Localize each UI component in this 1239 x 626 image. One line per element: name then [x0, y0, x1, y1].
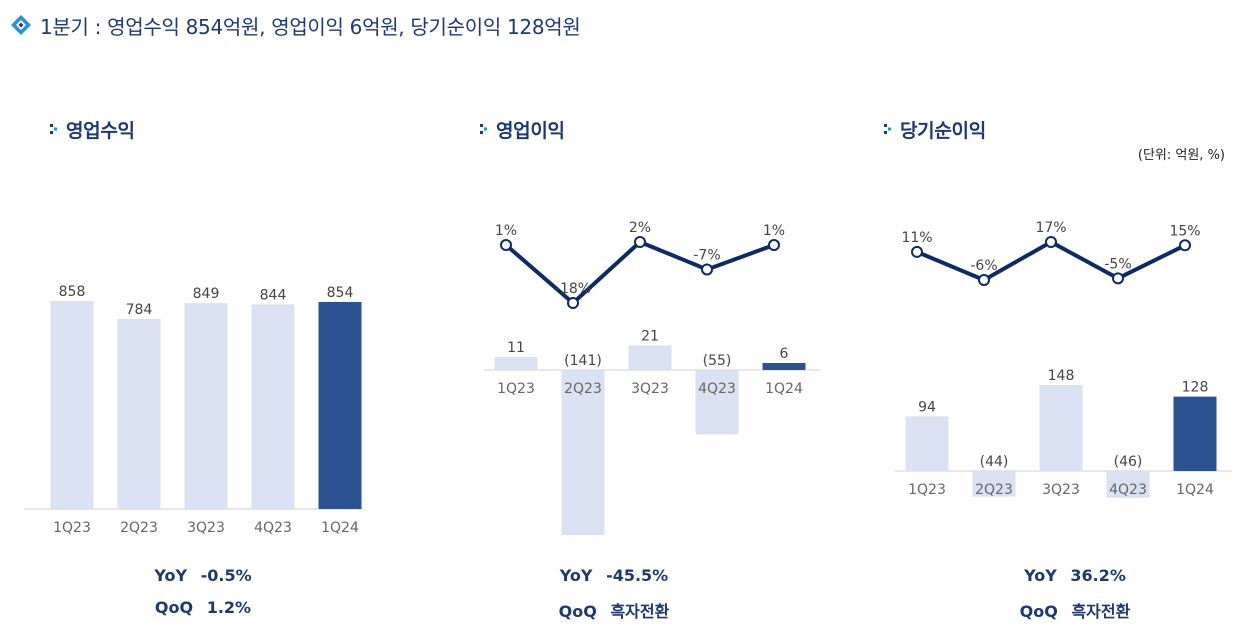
- net-income-category-label-4Q23: 4Q23: [1109, 482, 1147, 498]
- net-income-margin-label-1Q23: 11%: [901, 230, 932, 246]
- operating-profit-bar-3Q23: [628, 345, 672, 370]
- revenue-bar-1Q24: [318, 301, 362, 509]
- revenue-category-label-4Q23: 4Q23: [254, 520, 292, 536]
- net-income-value-label-3Q23: 148: [1048, 368, 1075, 384]
- revenue-category-label-1Q24: 1Q24: [321, 520, 359, 536]
- unit-label: (단위: 억원, %): [1137, 148, 1225, 163]
- operating-profit-section-title: 영업이익: [478, 116, 565, 142]
- operating-profit-margin-line: [504, 240, 775, 305]
- chevron-bullet-icon: [884, 124, 891, 134]
- operating-profit-title: 영업이익: [496, 119, 565, 142]
- revenue-qoq-value: 1.2%: [206, 598, 252, 617]
- operating-profit-qoq-value: 흑자전환: [610, 602, 670, 621]
- operating-profit-margin-point-1Q24: [768, 239, 780, 252]
- net-income-category-label-3Q23: 3Q23: [1042, 482, 1080, 498]
- revenue-qoq-label: QoQ: [154, 598, 194, 617]
- revenue-category-label-2Q23: 2Q23: [120, 520, 158, 536]
- operating-profit-margin-point-4Q23: [701, 263, 713, 276]
- chevron-bullet-icon: [480, 124, 487, 134]
- net-income-yoy: YoY 36.2%: [975, 566, 1175, 585]
- revenue-bar-2Q23: [117, 318, 161, 509]
- net-income-margin-point-1Q24: [1179, 239, 1191, 252]
- revenue-yoy-value: -0.5%: [200, 566, 252, 585]
- net-income-bar-1Q24: [1173, 396, 1217, 471]
- revenue-category-label-1Q23: 1Q23: [53, 520, 91, 536]
- operating-profit-value-label-1Q23: 11: [507, 340, 525, 356]
- net-income-section-title: 당기순이익: [882, 116, 986, 142]
- operating-profit-value-label-2Q23: (141): [564, 353, 602, 369]
- diamond-bullet-icon: [11, 15, 31, 35]
- operating-profit-bar-1Q23: [494, 357, 538, 370]
- net-income-margin-label-3Q23: 17%: [1035, 220, 1066, 236]
- operating-profit-qoq: QoQ 흑자전환: [514, 598, 714, 622]
- operating-profit-value-label-4Q23: (55): [703, 353, 732, 369]
- revenue-bar-3Q23: [184, 303, 228, 509]
- revenue-bar-4Q23: [251, 304, 295, 509]
- net-income-qoq: QoQ 흑자전환: [975, 598, 1175, 622]
- net-income-bar-1Q23: [905, 416, 949, 471]
- page-header: 1분기 : 영업수익 854억원, 영업이익 6억원, 당기순이익 128억원: [10, 10, 581, 40]
- net-income-value-label-1Q23: 94: [918, 399, 936, 415]
- net-income-margin-point-1Q23: [911, 245, 923, 258]
- revenue-category-label-3Q23: 3Q23: [187, 520, 225, 536]
- net-income-margin-label-1Q24: 15%: [1169, 223, 1200, 239]
- net-income-value-label-2Q23: (44): [980, 454, 1009, 470]
- net-income-yoy-value: 36.2%: [1070, 566, 1126, 585]
- operating-profit-margin-point-3Q23: [634, 236, 646, 248]
- operating-profit-margin-label-1Q23: 1%: [495, 223, 517, 239]
- operating-profit-qoq-label: QoQ: [558, 602, 597, 621]
- revenue-value-label-3Q23: 849: [193, 286, 220, 302]
- operating-profit-category-label-4Q23: 4Q23: [698, 381, 736, 397]
- net-income-title: 당기순이익: [900, 119, 986, 142]
- revenue-section-title: 영업수익: [48, 116, 135, 142]
- net-income-qoq-value: 흑자전환: [1071, 602, 1131, 621]
- net-income-category-label-1Q23: 1Q23: [908, 482, 946, 498]
- revenue-yoy-label: YoY: [154, 566, 188, 585]
- net-income-category-label-2Q23: 2Q23: [975, 482, 1013, 498]
- operating-profit-yoy-label: YoY: [559, 566, 593, 585]
- net-income-bar-2Q23: [972, 471, 1016, 497]
- operating-profit-bar-2Q23: [561, 370, 605, 535]
- chevron-bullet-icon: [50, 124, 57, 134]
- revenue-title: 영업수익: [66, 119, 135, 142]
- net-income-category-label-1Q24: 1Q24: [1176, 482, 1214, 498]
- operating-profit-category-label-2Q23: 2Q23: [564, 381, 602, 397]
- net-income-margin-label-4Q23: -5%: [1104, 256, 1131, 272]
- page-title: 1분기 : 영업수익 854억원, 영업이익 6억원, 당기순이익 128억원: [40, 14, 581, 39]
- revenue-value-label-1Q23: 858: [59, 284, 86, 300]
- net-income-value-label-1Q24: 128: [1182, 380, 1209, 396]
- revenue-yoy: YoY -0.5%: [103, 566, 303, 585]
- operating-profit-yoy-value: -45.5%: [606, 566, 669, 585]
- net-income-yoy-label: YoY: [1024, 566, 1057, 585]
- net-income-bar-4Q23: [1106, 471, 1150, 498]
- operating-profit-category-label-3Q23: 3Q23: [631, 381, 669, 397]
- net-income-margin-label-2Q23: -6%: [970, 258, 997, 274]
- net-income-margin-point-2Q23: [978, 274, 990, 286]
- operating-profit-yoy: YoY -45.5%: [514, 566, 714, 585]
- revenue-bar-1Q23: [50, 301, 94, 509]
- revenue-value-label-4Q23: 844: [260, 287, 287, 303]
- operating-profit-bar-1Q24: [762, 362, 806, 370]
- net-income-bar-3Q23: [1039, 385, 1083, 471]
- operating-profit-margin-point-2Q23: [567, 297, 579, 309]
- operating-profit-margin-label-4Q23: -7%: [693, 247, 720, 263]
- operating-profit-bar-4Q23: [695, 370, 739, 435]
- operating-profit-category-label-1Q24: 1Q24: [765, 381, 803, 397]
- revenue-value-label-2Q23: 784: [126, 302, 153, 318]
- operating-profit-category-label-1Q23: 1Q23: [497, 381, 535, 397]
- revenue-value-label-1Q24: 854: [327, 285, 354, 301]
- operating-profit-margin-label-3Q23: 2%: [629, 220, 651, 236]
- operating-profit-margin-label-2Q23: -18%: [555, 281, 591, 297]
- net-income-margin-point-4Q23: [1112, 272, 1124, 285]
- operating-profit-margin-point-1Q23: [500, 239, 512, 252]
- operating-profit-margin-label-1Q24: 1%: [763, 223, 785, 239]
- net-income-qoq-label: QoQ: [1019, 602, 1058, 621]
- revenue-qoq: QoQ 1.2%: [103, 598, 303, 617]
- operating-profit-value-label-1Q24: 6: [780, 346, 789, 362]
- net-income-value-label-4Q23: (46): [1114, 454, 1143, 470]
- operating-profit-value-label-3Q23: 21: [641, 328, 659, 344]
- net-income-margin-point-3Q23: [1045, 236, 1057, 248]
